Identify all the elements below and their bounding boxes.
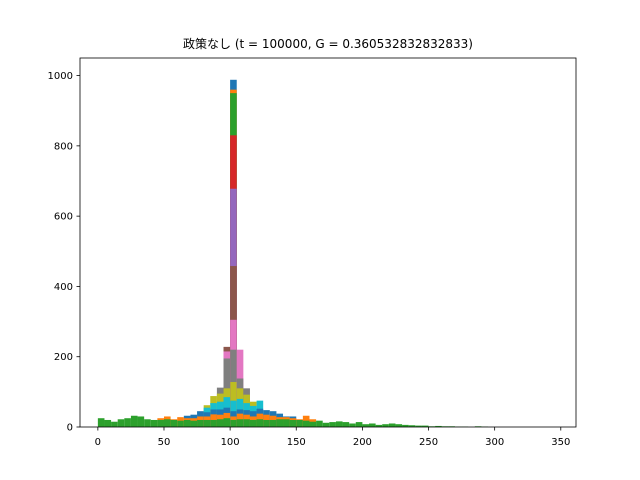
histogram-bar xyxy=(335,421,343,427)
y-tick-label: 200 xyxy=(54,352,73,363)
histogram-bar xyxy=(236,419,244,427)
histogram-bar xyxy=(223,418,231,427)
histogram-bar xyxy=(329,422,336,427)
y-tick-label: 400 xyxy=(54,282,73,293)
histogram-bar xyxy=(302,420,310,427)
histogram-bar xyxy=(369,423,376,427)
x-tick-label: 100 xyxy=(221,437,240,448)
histogram-bar xyxy=(177,420,184,427)
histogram-bar xyxy=(163,419,171,427)
x-tick-label: 200 xyxy=(353,437,372,448)
plot-frame xyxy=(79,57,577,428)
histogram-bar xyxy=(435,425,442,427)
histogram-bar xyxy=(362,424,369,427)
histogram-bars xyxy=(97,79,489,427)
histogram-bar xyxy=(355,422,363,427)
histogram-bar xyxy=(289,419,297,427)
histogram-bar xyxy=(322,422,330,427)
y-tick-label: 800 xyxy=(54,141,73,152)
histogram-bar xyxy=(408,425,416,427)
histogram-bar xyxy=(316,420,323,427)
x-tick-label: 50 xyxy=(158,437,171,448)
histogram-bar xyxy=(130,415,138,427)
histogram-bar xyxy=(395,424,403,427)
y-axis: 0 200 400 600 800 1000 xyxy=(48,71,80,434)
histogram-bar xyxy=(388,423,396,427)
histogram-bar xyxy=(216,419,224,427)
histogram-bar xyxy=(203,419,211,427)
x-tick-label: 350 xyxy=(551,437,570,448)
histogram-bar xyxy=(97,418,105,427)
x-axis: 0 50 100 150 200 250 300 350 xyxy=(95,427,570,448)
histogram-bar xyxy=(349,423,356,427)
histogram-bar xyxy=(104,419,112,427)
y-tick-label: 1000 xyxy=(48,71,73,82)
histogram-bar xyxy=(342,422,350,427)
histogram-bar xyxy=(137,416,145,427)
x-tick-label: 300 xyxy=(485,437,504,448)
histogram-bar xyxy=(269,419,277,427)
histogram-bar xyxy=(296,419,303,427)
histogram-bar xyxy=(263,419,270,427)
histogram-bar xyxy=(276,419,284,427)
histogram-bar xyxy=(402,424,409,427)
histogram-bar xyxy=(117,419,125,427)
histogram-bar xyxy=(230,419,237,427)
y-tick-label: 600 xyxy=(54,212,73,223)
x-tick-label: 0 xyxy=(95,437,101,448)
histogram-bar xyxy=(375,424,383,427)
histogram-bar xyxy=(150,419,158,427)
histogram-bar xyxy=(190,420,198,427)
histogram-bar xyxy=(157,419,164,427)
histogram-bar xyxy=(415,425,422,427)
y-tick-label: 0 xyxy=(67,423,73,434)
histogram-bar xyxy=(256,419,264,427)
histogram-bar xyxy=(309,421,317,427)
histogram-bar xyxy=(249,419,257,427)
x-tick-label: 250 xyxy=(419,437,438,448)
histogram-bar xyxy=(144,419,151,427)
histogram-bar xyxy=(243,419,250,427)
histogram-bar xyxy=(183,419,191,427)
histogram-bar xyxy=(210,419,217,427)
histogram-bar xyxy=(124,418,131,427)
histogram-bar xyxy=(197,419,204,427)
histogram-bar xyxy=(283,419,290,427)
x-tick-label: 150 xyxy=(287,437,306,448)
chart-title: 政策なし (t = 100000, G = 0.360532832832833) xyxy=(183,37,473,51)
histogram-bar xyxy=(382,424,389,427)
histogram-bar xyxy=(111,421,118,427)
histogram-bar xyxy=(421,425,429,427)
histogram-bar xyxy=(170,419,178,427)
